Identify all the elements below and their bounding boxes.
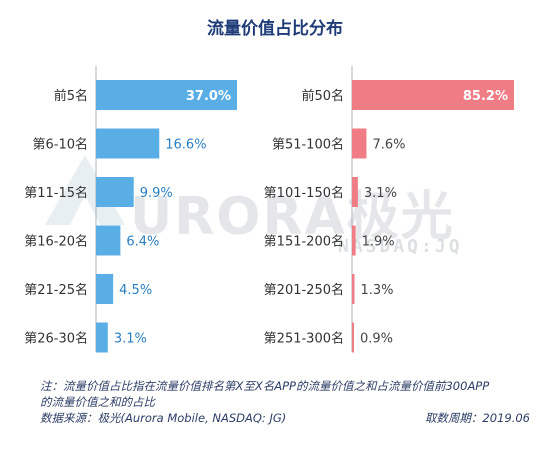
- right-value-label-3: 3.1%: [364, 186, 397, 201]
- right-bar-5: [352, 274, 355, 304]
- left-value-label-6: 3.1%: [114, 332, 147, 347]
- left-value-label-2: 16.6%: [165, 138, 206, 153]
- left-value-label-4: 6.4%: [126, 235, 159, 250]
- right-value-label-4: 1.9%: [362, 235, 395, 250]
- left-category-label-5: 第21-25名: [24, 282, 88, 298]
- footer-note-line2: 的流量价值之和的占比: [40, 395, 155, 409]
- right-bar-4: [352, 225, 356, 256]
- right-category-label-4: 第151-200名: [264, 234, 344, 250]
- left-bar-4: [96, 225, 121, 256]
- left-value-label-3: 9.9%: [140, 186, 173, 201]
- footer-source: 数据来源：极光(Aurora Mobile, NASDAQ: JG): [40, 411, 287, 425]
- left-value-label-5: 4.5%: [119, 283, 152, 298]
- right-value-label-2: 7.6%: [372, 138, 405, 153]
- left-category-label-4: 第16-20名: [24, 234, 88, 250]
- footer: 注：流量价值占比指在流量价值排名第X至X名APP的流量价值之和占流量价值前300…: [40, 378, 530, 426]
- left-category-label-6: 第26-30名: [24, 331, 88, 347]
- right-bar-3: [352, 177, 358, 207]
- right-value-label-6: 0.9%: [360, 332, 393, 347]
- right-category-label-5: 第201-250名: [264, 282, 344, 298]
- left-category-label-3: 第11-15名: [24, 185, 88, 201]
- right-bar-1: [352, 80, 514, 110]
- left-bar-6: [96, 322, 108, 353]
- right-bar-6: [352, 322, 354, 353]
- right-value-label-1: 85.2%: [463, 89, 508, 104]
- left-value-label-1: 37.0%: [186, 89, 231, 104]
- left-category-label-2: 第6-10名: [32, 137, 88, 153]
- footer-period: 取数周期：2019.06: [424, 411, 530, 425]
- left-bar-3: [96, 177, 134, 207]
- left-bar-2: [96, 128, 160, 159]
- right-value-label-5: 1.3%: [360, 283, 393, 298]
- footer-note-line1: 注：流量价值占比指在流量价值排名第X至X名APP的流量价值之和占流量价值前300…: [40, 379, 490, 393]
- right-category-label-3: 第101-150名: [264, 185, 344, 201]
- right-category-label-1: 前50名: [301, 88, 344, 104]
- right-bar-2: [352, 128, 367, 159]
- left-category-label-1: 前5名: [54, 88, 88, 104]
- left-bar-5: [96, 274, 114, 304]
- chart-area: 前5名 37.0% 第6-10名 16.6% 第11-15名 9.9% 第16-20名 6.4…: [24, 66, 514, 353]
- right-category-label-6: 第251-300名: [264, 331, 344, 347]
- right-category-label-2: 第51-100名: [272, 137, 344, 153]
- chart-title: 流量价值占比分布: [207, 19, 343, 39]
- right-chart: 前50名 85.2% 第51-100名 7.6% 第101-150名 3.1% 第151-2…: [264, 80, 514, 353]
- left-bar-1: [96, 80, 237, 110]
- left-chart: 前5名 37.0% 第6-10名 16.6% 第11-15名 9.9% 第16-20名 6.4…: [24, 80, 237, 353]
